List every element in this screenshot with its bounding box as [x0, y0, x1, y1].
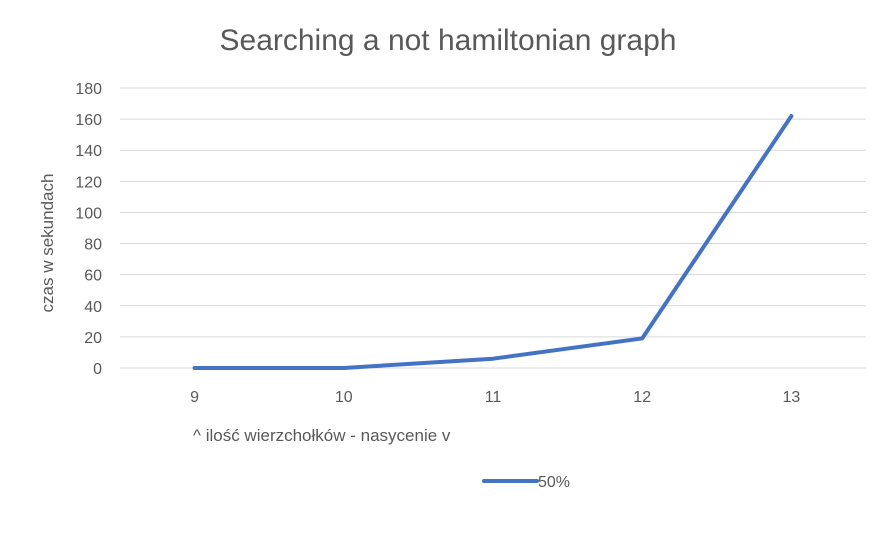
y-tick-label: 60: [84, 268, 102, 285]
y-tick-label: 100: [75, 205, 102, 222]
legend-label-50-percent: 50%: [538, 474, 570, 491]
y-tick-label: 160: [75, 112, 102, 129]
x-tick-label: 11: [485, 389, 502, 406]
y-tick-label: 0: [93, 361, 102, 378]
x-axis-tick-labels: 9 10 11 12 13: [190, 389, 800, 406]
y-axis-title: czas w sekundach: [38, 174, 57, 313]
x-tick-label: 13: [783, 389, 801, 406]
y-axis-tick-labels: 0 20 40 60 80 100 120 140 160 180: [75, 81, 102, 378]
legend: 50%: [482, 474, 570, 491]
x-tick-label: 10: [335, 389, 353, 406]
y-tick-label: 80: [84, 237, 102, 254]
chart-title: Searching a not hamiltonian graph: [220, 24, 677, 57]
x-tick-label: 12: [633, 389, 651, 406]
x-axis-title: ^ ilość wierzchołków - nasycenie v: [193, 426, 451, 445]
x-tick-label: 9: [190, 389, 199, 406]
series-line-0: [192, 114, 794, 370]
series-lines: [192, 114, 794, 370]
y-tick-label: 180: [75, 81, 102, 98]
y-tick-label: 120: [75, 174, 102, 191]
y-tick-label: 40: [84, 299, 102, 316]
gridlines: [120, 87, 866, 338]
y-tick-label: 140: [75, 143, 102, 160]
y-tick-label: 20: [84, 330, 102, 347]
